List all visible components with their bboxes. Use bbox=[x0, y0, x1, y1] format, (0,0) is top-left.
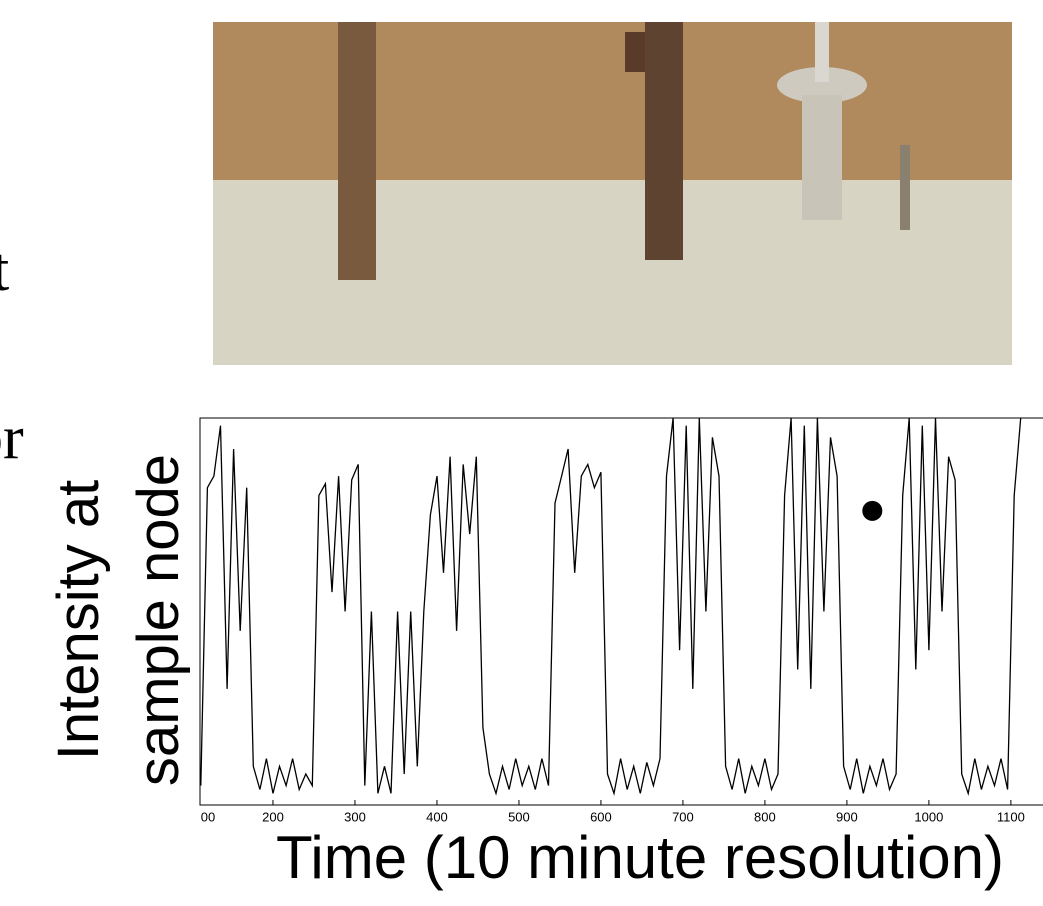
x-tick-label: 600 bbox=[590, 809, 612, 824]
annotation: t bbox=[0, 236, 9, 304]
photo-box bbox=[625, 32, 645, 72]
plot-frame bbox=[199, 417, 1043, 806]
photo-tree bbox=[645, 22, 683, 260]
photo-ground bbox=[213, 180, 1012, 365]
x-tick-label: 400 bbox=[426, 809, 448, 824]
x-tick-label: 500 bbox=[508, 809, 530, 824]
photo-birdbath bbox=[802, 95, 842, 220]
x-tick-label: 300 bbox=[344, 809, 366, 824]
photo-stake bbox=[900, 145, 910, 230]
photo-tree bbox=[338, 22, 376, 280]
photo bbox=[213, 22, 1012, 365]
x-tick-label: 800 bbox=[754, 809, 776, 824]
x-axis-label: Time (10 minute resolution) bbox=[276, 824, 1004, 891]
x-tick-label: 200 bbox=[262, 809, 284, 824]
photo-leaves bbox=[213, 22, 1012, 182]
photo-post bbox=[815, 22, 829, 82]
y-axis-label: Intensity at bbox=[46, 480, 111, 760]
x-tick-label: 1100 bbox=[997, 809, 1025, 824]
x-tick-label: 900 bbox=[836, 809, 858, 824]
x-tick-label: 700 bbox=[672, 809, 694, 824]
x-tick-label: 1000 bbox=[914, 809, 943, 824]
y-axis-label: sample node bbox=[126, 454, 191, 786]
marker bbox=[862, 500, 883, 521]
annotation: or bbox=[0, 404, 24, 472]
line-series bbox=[200, 417, 1022, 796]
x-tick-label: 00 bbox=[201, 809, 215, 824]
photo-birdbath bbox=[777, 67, 867, 103]
